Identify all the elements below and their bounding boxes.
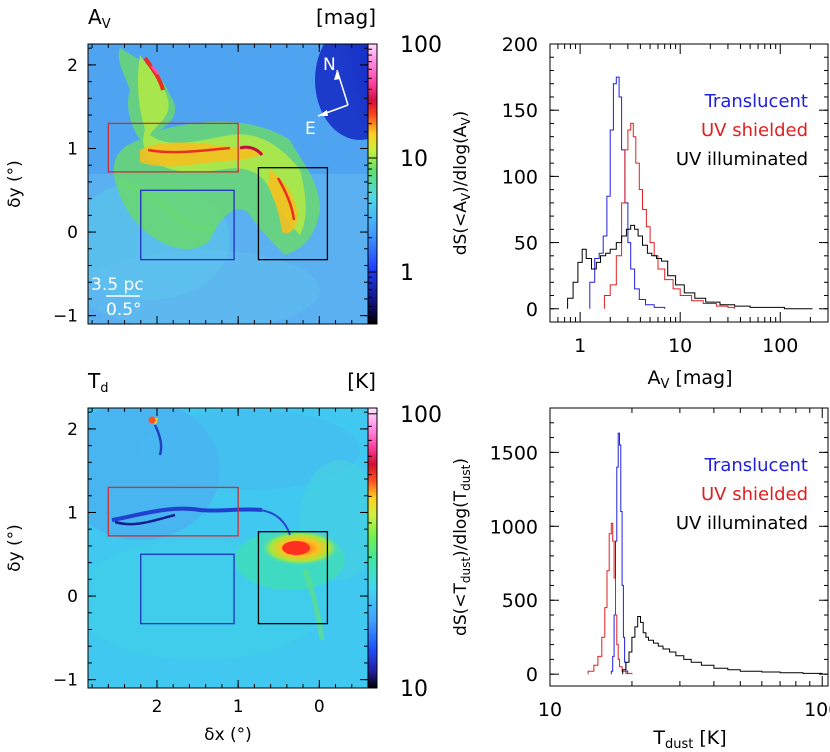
series-line-uv-shielded [603,122,736,309]
av-hist-legend: Translucent UV shielded UV illuminated [676,91,808,170]
av-map-unit: [mag] [316,5,376,29]
y-tick-label: 50 [514,233,538,255]
region-box-uv-shielded [107,486,239,537]
td-map-title: Td [87,369,108,396]
region-box-translucent [140,189,235,261]
x-tick-label: 100 [804,699,830,721]
av-hist-y-axis: 0 50 100 150 200 [502,34,828,323]
av-region-boxes [107,122,329,261]
legend-entry-uv-shielded: UV shielded [701,484,808,505]
y-tick-label: 500 [502,590,538,612]
td-region-boxes [107,486,329,625]
series-line-uv-shielded [587,522,633,675]
av-hist-series [567,76,813,310]
series-line-translucent [610,432,629,675]
series-line-translucent [589,76,666,309]
tdust-hist-legend: Translucent UV shielded UV illuminated [676,455,808,534]
av-hist-xlabel: AV [mag] [648,367,733,392]
tdust-hist-ylabel: dS(<Tdust)/dlog(Tdust) [451,458,473,636]
td-map-x-axis: 2 1 0 [91,408,369,717]
td-colorbar-ticks: 100 10 [368,403,442,702]
x-tick-label: 100 [762,335,798,357]
region-box-uv-illuminated [257,531,329,625]
series-line-uv-illuminated [622,616,823,675]
av-map-ylabel: δy (°) [5,160,25,208]
av-map-y-axis: 2 1 0 −1 [53,47,368,327]
legend-entry-translucent: Translucent [704,455,808,476]
av-map-x-axis [91,44,369,324]
y-tick-label: 200 [502,34,538,56]
y-tick-label: 100 [502,166,538,188]
y-tick-label: 150 [502,100,538,122]
av-colorbar [368,44,377,324]
y-tick-label: 0 [526,299,538,321]
y-tick-label: 2 [67,420,78,440]
td-map-xlabel: δx (°) [204,725,252,745]
colorbar-tick-label: 10 [400,147,428,172]
tdust-hist-xlabel: Tdust [K] [652,727,726,752]
tdust-hist-y-axis: 0 500 1000 1500 [490,407,828,686]
colorbar-tick-label: 1 [400,261,414,286]
region-box-uv-shielded [107,122,239,173]
compass-east: E [305,119,316,139]
x-tick-label: 1 [233,697,244,717]
y-tick-label: 0 [67,223,78,243]
av-hist-ylabel: dS(<AV)/dlog(AV) [451,111,473,256]
av-map-title: AV [88,5,111,32]
colorbar-tick-label: 10 [400,677,428,702]
legend-entry-uv-illuminated: UV illuminated [676,513,808,534]
region-box-translucent [140,553,235,625]
x-tick-label: 10 [538,699,562,721]
y-tick-label: 1 [67,139,78,159]
scalebar-angle: 0.5° [106,300,142,320]
tdust-histogram-panel: 0 500 1000 1500 10 100 Translucent UV shielde… [451,407,830,752]
td-map-ylabel: δy (°) [5,524,25,572]
y-tick-label: 1000 [490,516,538,538]
av-map-image [88,44,368,324]
colorbar-tick-label: 100 [400,403,442,428]
compass-north: N [323,55,336,75]
x-tick-label: 0 [314,697,325,717]
av-hist-frame [549,43,829,323]
td-colorbar [368,408,377,688]
compass: N E [305,55,349,139]
tdust-hist-x-axis: 10 100 [538,408,830,721]
colorbar-tick-label: 100 [400,33,442,58]
region-box-uv-illuminated [257,167,329,261]
y-tick-label: 0 [526,664,538,686]
legend-entry-uv-illuminated: UV illuminated [676,149,808,170]
x-tick-label: 10 [668,335,692,357]
av-histogram-panel: 0 50 100 150 200 1 10 100 Translucent UV shield… [451,34,829,392]
legend-entry-uv-shielded: UV shielded [701,120,808,141]
x-tick-label: 2 [152,697,163,717]
y-tick-label: 2 [67,56,78,76]
av-hist-x-axis: 1 10 100 [549,44,829,357]
scalebar-distance: 3.5 pc [91,275,144,295]
y-tick-label: 0 [67,587,78,607]
y-tick-label: 1 [67,503,78,523]
y-tick-label: −1 [53,671,78,691]
series-line-uv-illuminated [567,224,813,310]
td-map-image [88,408,368,688]
tdust-hist-series [587,432,823,675]
legend-entry-translucent: Translucent [704,91,808,112]
y-tick-label: 1500 [490,442,538,464]
y-tick-label: −1 [53,307,78,327]
td-map-unit: [K] [347,369,376,393]
x-tick-label: 1 [574,335,586,357]
av-colorbar-ticks: 100 10 1 [368,33,442,318]
td-map-y-axis: 2 1 0 −1 [53,411,368,691]
tdust-hist-frame [549,407,829,687]
